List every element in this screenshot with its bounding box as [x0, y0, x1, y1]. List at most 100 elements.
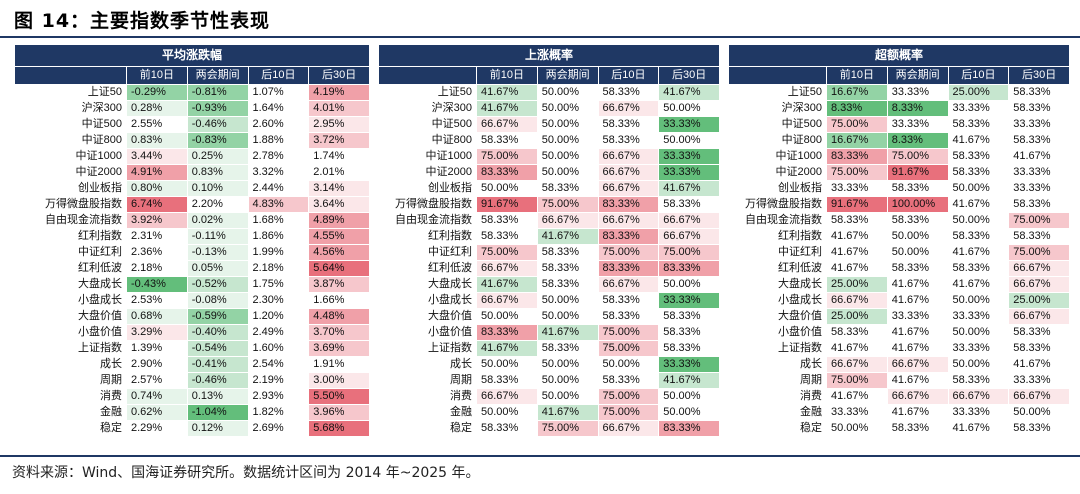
value-cell: 33.33%	[658, 356, 720, 373]
row-label: 成长	[728, 356, 827, 373]
value-cell: 66.67%	[597, 148, 660, 165]
value-cell: 41.67%	[947, 132, 1010, 149]
value-cell: 83.33%	[597, 260, 660, 277]
value-cell: -0.11%	[186, 228, 249, 245]
value-cell: 5.50%	[308, 388, 370, 405]
value-cell: 41.67%	[947, 196, 1010, 213]
table-row: 大盘成长 25.00% 41.67% 41.67% 66.67%	[728, 276, 1070, 293]
row-label: 红利低波	[14, 260, 127, 277]
value-cell: 83.33%	[826, 148, 888, 165]
table-row: 红利低波 2.18% 0.05% 2.18% 5.64%	[14, 260, 370, 277]
value-cell: 33.33%	[826, 180, 888, 197]
value-cell: 2.69%	[247, 420, 310, 437]
row-label: 上证指数	[14, 340, 127, 357]
table-row: 自由现金流指数 58.33% 58.33% 50.00% 75.00%	[728, 212, 1070, 229]
row-label: 中证1000	[378, 148, 477, 165]
row-label: 红利低波	[378, 260, 477, 277]
value-cell: 83.33%	[476, 324, 538, 341]
value-cell: 91.67%	[476, 196, 538, 213]
value-cell: 2.95%	[308, 116, 370, 133]
value-cell: 4.89%	[308, 212, 370, 229]
value-cell: 0.25%	[186, 148, 249, 165]
value-cell: 3.70%	[308, 324, 370, 341]
value-cell: 0.83%	[126, 132, 188, 149]
panel-up-probability: 上涨概率 前10日 两会期间 后10日 后30日 上证50 41.67% 50.00% 58.3…	[378, 44, 720, 437]
value-cell: 58.33%	[536, 260, 599, 277]
row-label: 红利指数	[728, 228, 827, 245]
value-cell: 2.36%	[126, 244, 188, 261]
table-row: 红利低波 41.67% 58.33% 58.33% 66.67%	[728, 260, 1070, 277]
value-cell: 41.67%	[476, 276, 538, 293]
table-row: 金融 33.33% 41.67% 33.33% 50.00%	[728, 404, 1070, 421]
value-cell: 5.64%	[308, 260, 370, 277]
row-label: 上证50	[378, 84, 477, 101]
table-row: 中证1000 3.44% 0.25% 2.78% 1.74%	[14, 148, 370, 165]
table-row: 中证800 58.33% 50.00% 58.33% 50.00%	[378, 132, 720, 149]
value-cell: -0.41%	[186, 356, 249, 373]
value-cell: 3.96%	[308, 404, 370, 421]
value-cell: 4.91%	[126, 164, 188, 181]
value-cell: 58.33%	[536, 276, 599, 293]
value-cell: 58.33%	[476, 420, 538, 437]
row-label: 创业板指	[378, 180, 477, 197]
value-cell: 25.00%	[1008, 292, 1070, 309]
value-cell: 58.33%	[476, 212, 538, 229]
value-cell: 66.67%	[476, 292, 538, 309]
value-cell: 41.67%	[658, 180, 720, 197]
value-cell: 16.67%	[826, 84, 888, 101]
value-cell: 50.00%	[886, 244, 949, 261]
panel-avg-change: 平均涨跌幅 前10日 两会期间 后10日 后30日 上证50 -0.29% -0.81% 1.0…	[14, 44, 370, 437]
column-header: 后10日	[597, 66, 660, 85]
row-label: 消费	[378, 388, 477, 405]
table-row: 金融 0.62% -1.04% 1.82% 3.96%	[14, 404, 370, 421]
value-cell: 3.92%	[126, 212, 188, 229]
table-row: 稳定 2.29% 0.12% 2.69% 5.68%	[14, 420, 370, 437]
value-cell: 58.33%	[658, 324, 720, 341]
table-row: 中证500 66.67% 50.00% 58.33% 33.33%	[378, 116, 720, 133]
table-row: 周期 2.57% -0.46% 2.19% 3.00%	[14, 372, 370, 389]
value-cell: 8.33%	[826, 100, 888, 117]
value-cell: 41.67%	[886, 372, 949, 389]
value-cell: 2.19%	[247, 372, 310, 389]
value-cell: 58.33%	[597, 292, 660, 309]
table-row: 周期 75.00% 41.67% 58.33% 33.33%	[728, 372, 1070, 389]
value-cell: 5.68%	[308, 420, 370, 437]
value-cell: 33.33%	[1008, 180, 1070, 197]
value-cell: 4.19%	[308, 84, 370, 101]
value-cell: 8.33%	[886, 132, 949, 149]
value-cell: 66.67%	[597, 164, 660, 181]
value-cell: 58.33%	[886, 420, 949, 437]
table-row: 上证50 41.67% 50.00% 58.33% 41.67%	[378, 84, 720, 101]
value-cell: 33.33%	[886, 308, 949, 325]
row-label: 成长	[14, 356, 127, 373]
value-cell: 2.30%	[247, 292, 310, 309]
value-cell: 75.00%	[476, 148, 538, 165]
row-label: 金融	[378, 404, 477, 421]
value-cell: -0.59%	[186, 308, 249, 325]
value-cell: 50.00%	[658, 388, 720, 405]
value-cell: 75.00%	[476, 244, 538, 261]
table-row: 上证50 16.67% 33.33% 25.00% 58.33%	[728, 84, 1070, 101]
value-cell: 4.55%	[308, 228, 370, 245]
table-row: 小盘价值 3.29% -0.40% 2.49% 3.70%	[14, 324, 370, 341]
row-label: 上证指数	[728, 340, 827, 357]
title-rule	[0, 36, 1080, 38]
value-cell: 58.33%	[947, 164, 1010, 181]
value-cell: 66.67%	[886, 388, 949, 405]
value-cell: 50.00%	[658, 132, 720, 149]
value-cell: 41.67%	[947, 420, 1010, 437]
table-row: 红利指数 41.67% 50.00% 58.33% 58.33%	[728, 228, 1070, 245]
value-cell: 0.62%	[126, 404, 188, 421]
value-cell: 58.33%	[1008, 196, 1070, 213]
row-label: 稳定	[378, 420, 477, 437]
table-row: 中证800 16.67% 8.33% 41.67% 58.33%	[728, 132, 1070, 149]
value-cell: 75.00%	[597, 324, 660, 341]
value-cell: 1.74%	[308, 148, 370, 165]
value-cell: 66.67%	[1008, 308, 1070, 325]
row-label: 大盘成长	[14, 276, 127, 293]
value-cell: 58.33%	[826, 324, 888, 341]
value-cell: -0.13%	[186, 244, 249, 261]
value-cell: 41.67%	[658, 84, 720, 101]
table-row: 小盘成长 2.53% -0.08% 2.30% 1.66%	[14, 292, 370, 309]
value-cell: 58.33%	[1008, 132, 1070, 149]
